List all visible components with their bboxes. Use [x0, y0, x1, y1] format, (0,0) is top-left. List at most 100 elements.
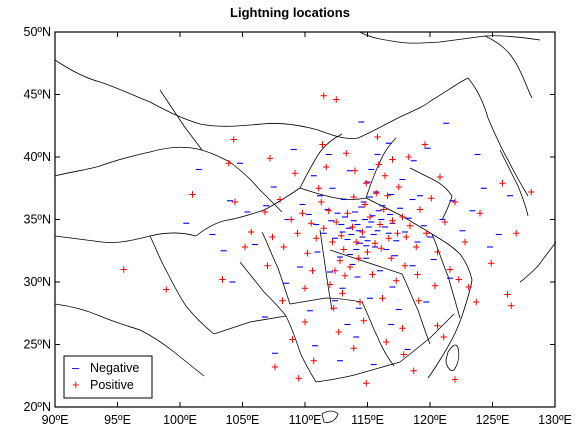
province-line-5 — [261, 231, 291, 305]
positive-strike-marker — [389, 156, 396, 163]
positive-strike-marker — [261, 208, 269, 216]
positive-strike-marker — [513, 230, 520, 237]
positive-strike-marker — [465, 283, 472, 291]
positive-strike-marker — [329, 238, 336, 246]
province-line-9 — [361, 301, 395, 367]
positive-strike-marker — [356, 298, 364, 306]
positive-strike-marker — [405, 153, 412, 161]
positive-strike-marker — [349, 223, 356, 231]
province-line-17 — [319, 229, 333, 311]
positive-strike-marker — [295, 375, 302, 382]
positive-strike-marker — [393, 277, 400, 284]
positive-strike-marker — [436, 173, 444, 181]
positive-strike-marker — [399, 325, 406, 332]
positive-strike-marker — [361, 201, 369, 208]
positive-strike-marker — [280, 243, 287, 251]
y-tick-label: 45ºN — [24, 88, 52, 102]
map-frame — [54, 31, 556, 408]
positive-strike-marker — [338, 232, 345, 239]
positive-strike-marker — [350, 193, 357, 201]
positive-strike-marker — [309, 267, 316, 274]
south-west-border-line — [54, 303, 205, 377]
chart-title: Lightning locations — [230, 5, 350, 20]
positive-strike-marker — [413, 243, 420, 251]
positive-strike-marker — [276, 196, 284, 203]
positive-strike-marker — [266, 155, 274, 162]
positive-strike-marker — [410, 367, 417, 374]
y-tick-label: 35ºN — [24, 213, 52, 227]
legend-symbol-positive: + — [72, 377, 80, 392]
positive-strike-marker — [441, 218, 449, 226]
positive-strike-marker — [336, 257, 344, 264]
x-axis-ticks: 90ºE 95ºE 100ºE 105ºE 110ºE 115ºE 120ºE 125ºE 13… — [42, 32, 572, 427]
y-tick-label: 50ºN — [24, 25, 52, 39]
taiwan-island — [445, 344, 460, 371]
positive-strike-marker — [461, 238, 469, 246]
positive-strike-marker — [451, 198, 459, 206]
positive-strike-marker — [380, 206, 387, 213]
positive-strike-marker — [294, 230, 301, 237]
positive-strike-marker — [400, 351, 407, 358]
positive-strike-marker — [364, 248, 371, 256]
positive-strike-marker — [289, 336, 296, 343]
korea-border-line — [467, 77, 529, 197]
positive-strike-marker — [230, 136, 237, 143]
positive-strike-marker — [346, 263, 354, 271]
positive-strike-marker — [389, 217, 396, 224]
bohai-coastline — [409, 167, 453, 221]
positive-strike-marker — [330, 305, 337, 312]
positive-strike-marker — [383, 338, 390, 346]
province-line-12 — [365, 197, 433, 235]
positive-strike-marker — [288, 216, 295, 223]
positive-strike-marker — [269, 233, 276, 241]
positive-strike-marker — [384, 192, 391, 199]
positive-strike-marker — [434, 322, 441, 329]
positive-strike-marker — [319, 141, 326, 148]
northern-border-line — [359, 31, 541, 44]
western-border-line — [54, 146, 231, 177]
positive-strike-marker — [271, 363, 279, 371]
positive-strike-marker — [414, 271, 421, 278]
legend-box — [63, 355, 153, 399]
y-tick-label: 20ºN — [24, 400, 52, 414]
province-line-8 — [315, 361, 401, 383]
x-tick-label: 130ºE — [538, 413, 572, 427]
x-tick-label: 100ºE — [163, 413, 197, 427]
frame-border — [54, 31, 556, 408]
y-tick-label: 25ºN — [24, 338, 52, 352]
positive-strike-marker — [394, 230, 401, 237]
positive-strike-marker — [395, 183, 402, 191]
country-boundaries — [54, 31, 557, 423]
positive-strike-marker — [351, 167, 359, 174]
positive-strike-marker — [219, 276, 226, 283]
positive-strike-marker — [379, 295, 386, 302]
legend: – Negative + Positive — [63, 355, 153, 399]
positive-strike-marker — [323, 163, 330, 171]
positive-strike-marker — [508, 302, 515, 309]
positive-strike-marker — [431, 282, 439, 289]
positive-strike-marker — [473, 298, 480, 306]
far-east-line — [484, 35, 533, 99]
legend-label-positive: Positive — [90, 378, 134, 392]
positive-strike-marker — [455, 276, 462, 283]
positive-strike-marker — [339, 290, 346, 297]
positive-strike-marker — [341, 272, 349, 279]
positive-strike-marker — [313, 235, 320, 242]
positive-strike-marker — [320, 225, 327, 232]
tibet-border-line — [54, 232, 197, 243]
y-tick-label: 30ºN — [24, 275, 52, 289]
positive-strike-marker — [304, 250, 311, 257]
positive-strike-marker — [423, 230, 430, 237]
positive-strike-marker — [378, 245, 385, 252]
positive-strike-marker — [401, 262, 409, 269]
positive-strikes — [120, 92, 535, 387]
positive-strike-marker — [353, 238, 360, 246]
x-tick-label: 115ºE — [351, 413, 384, 427]
positive-strike-marker — [355, 255, 362, 262]
positive-strike-marker — [225, 160, 232, 167]
positive-strike-marker — [301, 285, 309, 292]
positive-strike-marker — [301, 318, 309, 326]
positive-strike-marker — [499, 180, 506, 187]
positive-strike-marker — [363, 180, 370, 187]
mongolia-border-line — [54, 59, 399, 139]
